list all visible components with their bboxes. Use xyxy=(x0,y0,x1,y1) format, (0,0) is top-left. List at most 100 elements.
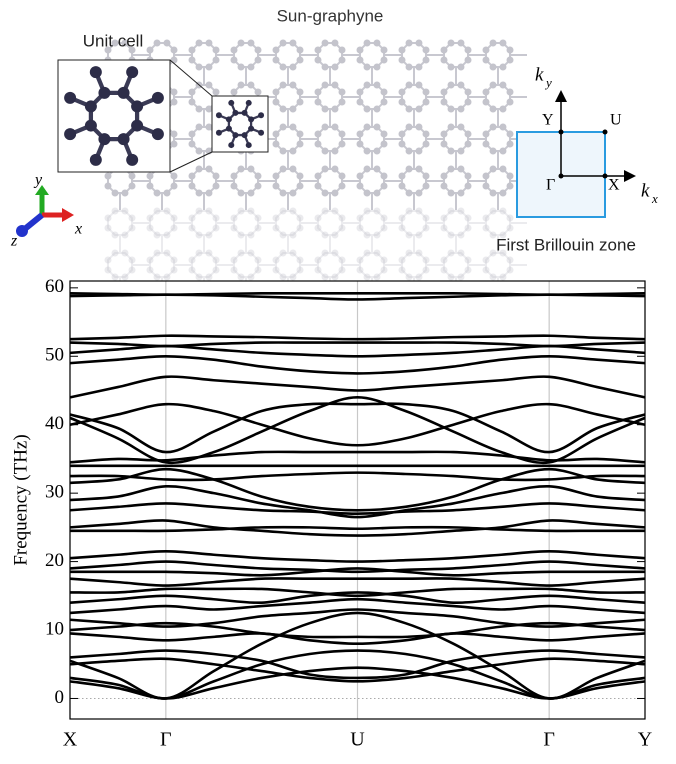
lattice-atom xyxy=(447,147,455,155)
lattice-atom xyxy=(153,231,161,239)
y-tick-label: 20 xyxy=(45,550,64,571)
lattice-atom xyxy=(380,256,388,264)
lattice-atom xyxy=(338,182,346,190)
lattice-atom xyxy=(489,39,497,47)
molecule-atom xyxy=(84,100,97,113)
lattice-atom xyxy=(447,273,455,281)
lattice-atom xyxy=(398,88,406,96)
molecule-atom xyxy=(225,125,232,132)
lattice-atom xyxy=(499,81,507,89)
lattice-ring xyxy=(316,209,344,237)
lattice-atom xyxy=(380,224,388,232)
lattice-ring xyxy=(484,251,512,279)
lattice-atom xyxy=(506,56,514,64)
lattice-atom xyxy=(237,81,245,89)
lattice-atom xyxy=(195,63,203,71)
lattice-atom xyxy=(373,105,381,113)
lattice-atom xyxy=(188,98,196,106)
lattice-atom xyxy=(146,182,154,190)
lattice-ring xyxy=(274,41,302,69)
lattice-atom xyxy=(363,207,371,215)
lattice-atom xyxy=(111,207,119,215)
lattice-atom xyxy=(237,207,245,215)
lattice-ring xyxy=(106,209,134,237)
lattice-atom xyxy=(440,56,448,64)
lattice-atom xyxy=(314,130,322,138)
lattice-atom xyxy=(296,224,304,232)
lattice-atom xyxy=(314,140,322,148)
lattice-atom xyxy=(170,172,178,180)
lattice-ring xyxy=(190,41,218,69)
lattice-atom xyxy=(272,266,280,274)
lattice-atom xyxy=(363,39,371,47)
lattice-atom xyxy=(146,256,154,264)
lattice-atom xyxy=(464,98,472,106)
lattice-atom xyxy=(398,98,406,106)
lattice-atom xyxy=(279,105,287,113)
lattice-atom xyxy=(373,147,381,155)
lattice-atom xyxy=(205,231,213,239)
lattice-atom xyxy=(464,182,472,190)
lattice-atom xyxy=(499,165,507,173)
lattice-atom xyxy=(405,231,413,239)
lattice-atom xyxy=(237,231,245,239)
lattice-atom xyxy=(405,39,413,47)
kx-sub: x xyxy=(651,191,658,206)
unit-cell-small-box xyxy=(211,95,269,153)
lattice-atom xyxy=(153,273,161,281)
lattice-atom xyxy=(195,207,203,215)
molecule-atom xyxy=(245,142,252,149)
lattice-atom xyxy=(111,231,119,239)
lattice-atom xyxy=(314,182,322,190)
lattice-atom xyxy=(296,266,304,274)
lattice-atom xyxy=(447,231,455,239)
lattice-atom xyxy=(422,182,430,190)
lattice-atom xyxy=(422,130,430,138)
lattice-atom xyxy=(489,105,497,113)
lattice-atom xyxy=(440,88,448,96)
lattice-atom xyxy=(212,266,220,274)
lattice-atom xyxy=(489,249,497,257)
lattice-atom xyxy=(254,256,262,264)
lattice-atom xyxy=(415,81,423,89)
lattice-atom xyxy=(254,46,262,54)
phonon-band xyxy=(70,567,645,577)
lattice-ring xyxy=(190,167,218,195)
lattice-atom xyxy=(380,130,388,138)
lattice-atom xyxy=(398,256,406,264)
lattice-atom xyxy=(212,224,220,232)
lattice-atom xyxy=(195,273,203,281)
lattice-ring xyxy=(148,167,176,195)
molecule-atom xyxy=(89,66,102,79)
molecule-atom xyxy=(126,66,139,79)
lattice-ring xyxy=(232,251,260,279)
lattice-atom xyxy=(314,88,322,96)
lattice-atom xyxy=(314,214,322,222)
lattice-atom xyxy=(314,256,322,264)
lattice-atom xyxy=(440,140,448,148)
lattice-atom xyxy=(230,182,238,190)
lattice-atom xyxy=(247,249,255,257)
lattice-atom xyxy=(314,46,322,54)
phonon-band xyxy=(69,560,646,574)
lattice-atom xyxy=(338,266,346,274)
lattice-atom xyxy=(415,249,423,257)
lattice-atom xyxy=(338,88,346,96)
lattice-atom xyxy=(254,56,262,64)
molecule-atom xyxy=(241,132,248,139)
molecule-atom xyxy=(117,133,130,146)
bz-gamma: Γ xyxy=(546,177,555,194)
lattice-atom xyxy=(464,140,472,148)
lattice-atom xyxy=(356,266,364,274)
lattice-atom xyxy=(398,140,406,148)
lattice-ring xyxy=(106,167,134,195)
lattice-atom xyxy=(195,231,203,239)
lattice-atom xyxy=(363,249,371,257)
phonon-band xyxy=(69,611,646,700)
lattice-atom xyxy=(373,81,381,89)
lattice-atom xyxy=(230,214,238,222)
lattice-atom xyxy=(415,207,423,215)
lattice-atom xyxy=(104,46,112,54)
lattice-atom xyxy=(464,224,472,232)
